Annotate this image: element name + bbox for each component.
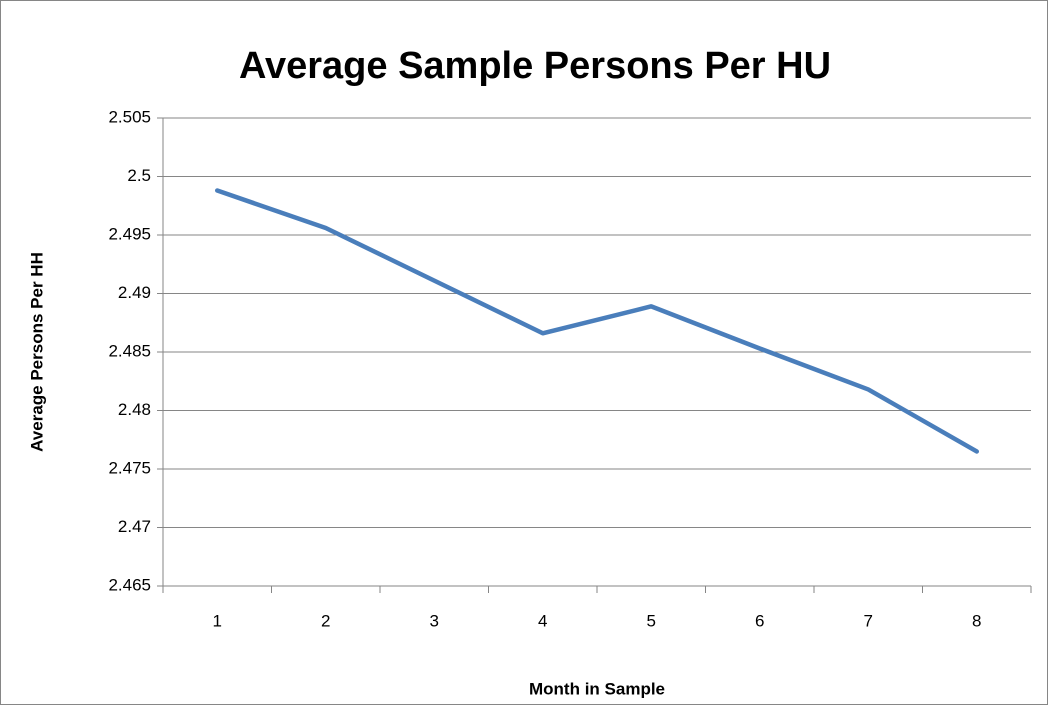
y-tick-label: 2.48: [118, 400, 151, 419]
x-tick-label: 4: [538, 611, 547, 630]
x-tick-label: 2: [321, 611, 330, 630]
y-axis-label: Average Persons Per HH: [27, 252, 46, 452]
x-tick-label: 8: [972, 611, 981, 630]
x-tick-label: 3: [430, 611, 439, 630]
y-tick-label: 2.47: [118, 517, 151, 536]
x-tick-label: 1: [213, 611, 222, 630]
y-tick-label: 2.465: [108, 575, 151, 594]
y-tick-label: 2.49: [118, 283, 151, 302]
x-tick-label: 6: [755, 611, 764, 630]
y-tick-label: 2.475: [108, 458, 151, 477]
x-tick-label: 7: [864, 611, 873, 630]
y-tick-label: 2.5: [127, 166, 151, 185]
chart-title: Average Sample Persons Per HU: [239, 45, 831, 87]
data-line: [215, 188, 979, 454]
x-axis-label: Month in Sample: [529, 679, 665, 698]
x-tick-label: 5: [647, 611, 656, 630]
y-tick-label: 2.495: [108, 224, 151, 243]
y-tick-label: 2.505: [108, 107, 151, 126]
y-tick-label: 2.485: [108, 341, 151, 360]
